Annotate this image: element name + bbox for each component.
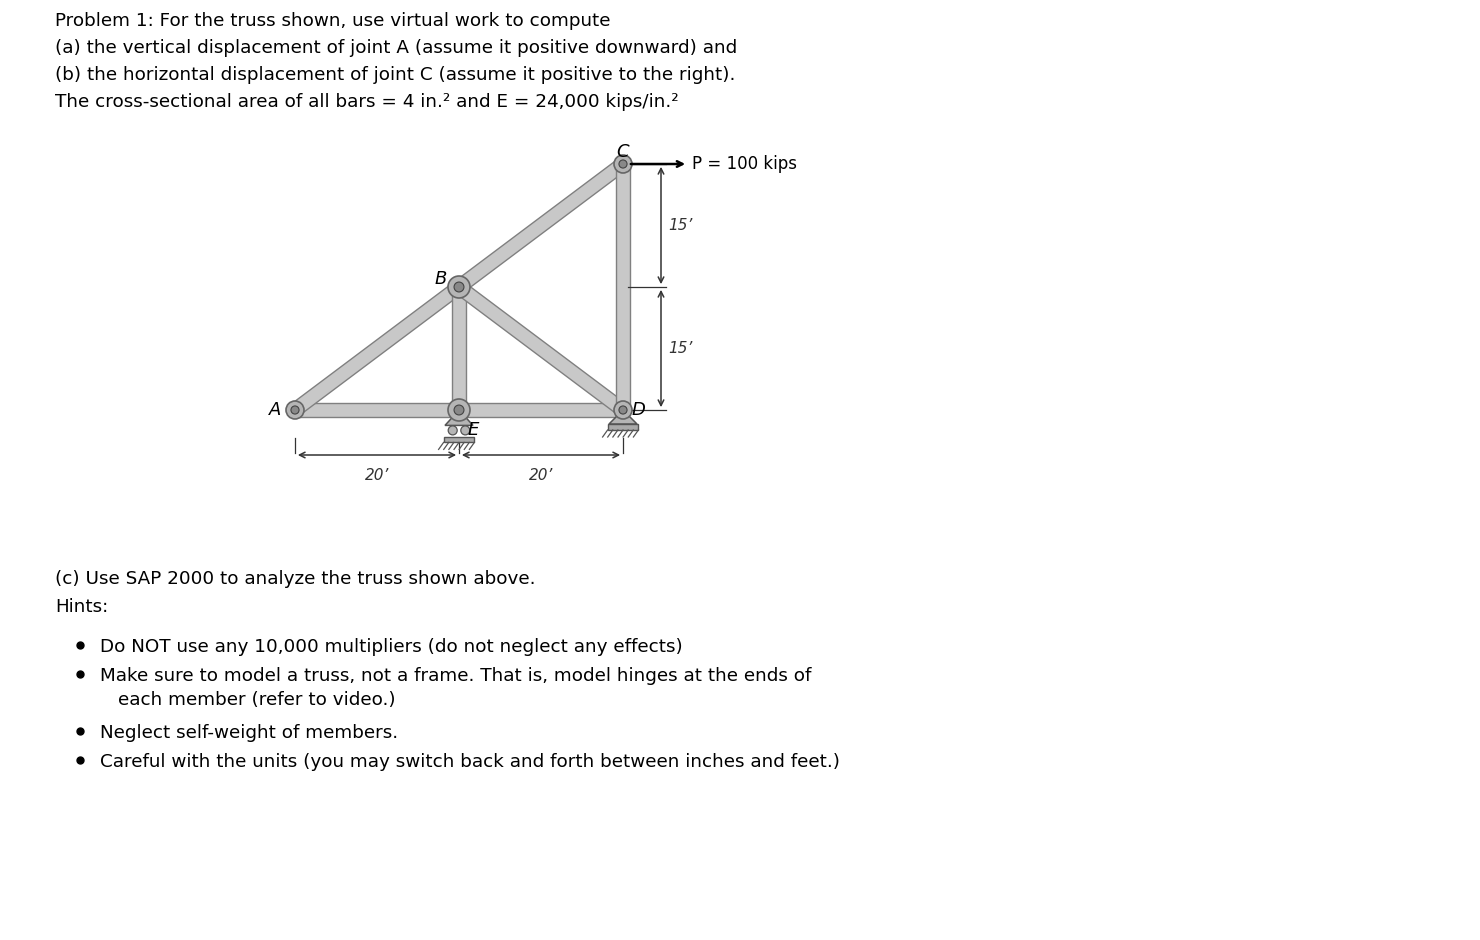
- Text: The cross-sectional area of all bars = 4 in.² and E = 24,000 kips/in.²: The cross-sectional area of all bars = 4…: [55, 93, 679, 111]
- Circle shape: [448, 399, 471, 421]
- Text: 15’: 15’: [667, 341, 693, 356]
- Circle shape: [614, 155, 632, 173]
- Text: C: C: [617, 143, 629, 161]
- Polygon shape: [454, 281, 628, 415]
- Text: Careful with the units (you may switch back and forth between inches and feet.): Careful with the units (you may switch b…: [101, 753, 841, 771]
- Circle shape: [454, 405, 463, 415]
- Circle shape: [619, 406, 628, 414]
- Circle shape: [286, 401, 303, 419]
- Text: E: E: [468, 421, 478, 439]
- Text: (b) the horizontal displacement of joint C (assume it positive to the right).: (b) the horizontal displacement of joint…: [55, 66, 736, 84]
- Text: Neglect self-weight of members.: Neglect self-weight of members.: [101, 724, 398, 742]
- Circle shape: [292, 406, 299, 414]
- Text: Problem 1: For the truss shown, use virtual work to compute: Problem 1: For the truss shown, use virt…: [55, 12, 611, 30]
- Polygon shape: [295, 403, 459, 417]
- Polygon shape: [459, 403, 623, 417]
- Text: D: D: [630, 401, 645, 419]
- Polygon shape: [608, 424, 638, 430]
- Text: Hints:: Hints:: [55, 598, 108, 616]
- Circle shape: [619, 160, 628, 168]
- Polygon shape: [451, 287, 466, 410]
- Text: each member (refer to video.): each member (refer to video.): [118, 691, 395, 709]
- Polygon shape: [290, 281, 463, 415]
- Circle shape: [460, 426, 469, 435]
- Polygon shape: [616, 164, 630, 410]
- Polygon shape: [445, 410, 474, 426]
- Circle shape: [614, 401, 632, 419]
- Polygon shape: [444, 437, 475, 443]
- Polygon shape: [608, 410, 636, 424]
- Text: A: A: [269, 401, 281, 419]
- Circle shape: [454, 282, 463, 292]
- Polygon shape: [454, 159, 628, 292]
- Text: (a) the vertical displacement of joint A (assume it positive downward) and: (a) the vertical displacement of joint A…: [55, 39, 737, 57]
- Circle shape: [448, 276, 471, 298]
- Text: 20’: 20’: [528, 468, 554, 483]
- Text: Make sure to model a truss, not a frame. That is, model hinges at the ends of: Make sure to model a truss, not a frame.…: [101, 667, 811, 685]
- Text: 20’: 20’: [364, 468, 389, 483]
- Text: (c) Use SAP 2000 to analyze the truss shown above.: (c) Use SAP 2000 to analyze the truss sh…: [55, 570, 536, 588]
- Text: 15’: 15’: [667, 218, 693, 233]
- Circle shape: [448, 426, 457, 435]
- Text: B: B: [435, 270, 447, 288]
- Text: Do NOT use any 10,000 multipliers (do not neglect any effects): Do NOT use any 10,000 multipliers (do no…: [101, 638, 682, 656]
- Text: P = 100 kips: P = 100 kips: [693, 155, 798, 173]
